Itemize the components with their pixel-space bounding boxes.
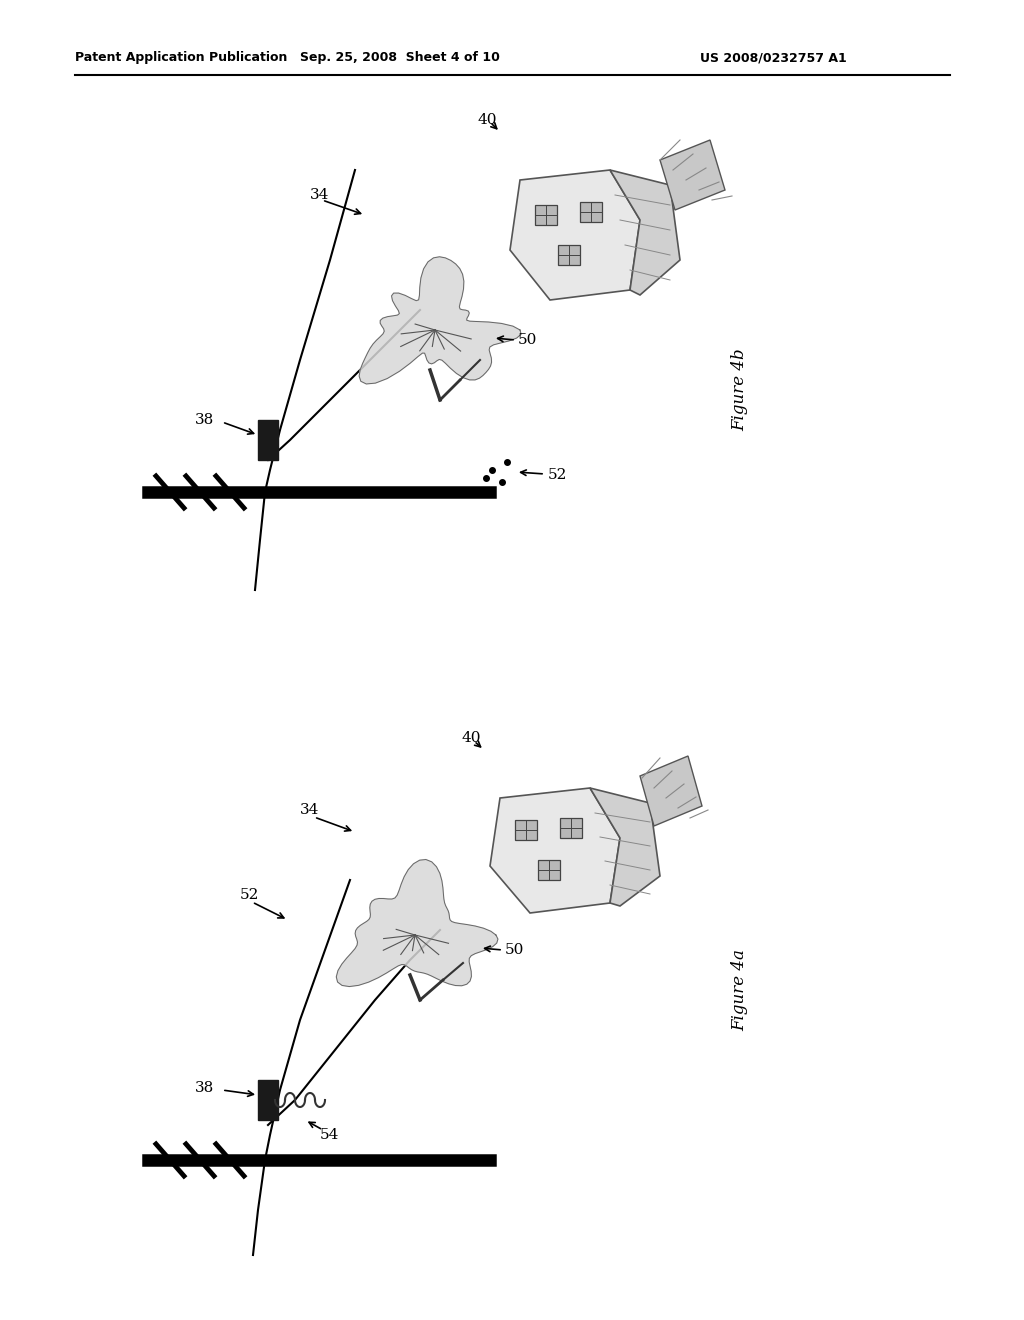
Polygon shape	[510, 170, 640, 300]
Text: 34: 34	[310, 187, 330, 202]
Bar	[535, 205, 557, 224]
Bar	[558, 246, 580, 265]
Text: 38: 38	[195, 413, 214, 426]
Polygon shape	[640, 756, 702, 826]
Text: 52: 52	[240, 888, 259, 902]
Polygon shape	[490, 788, 620, 913]
Text: Sep. 25, 2008  Sheet 4 of 10: Sep. 25, 2008 Sheet 4 of 10	[300, 51, 500, 65]
Text: 34: 34	[300, 803, 319, 817]
Text: 40: 40	[462, 731, 481, 744]
Text: Patent Application Publication: Patent Application Publication	[75, 51, 288, 65]
Text: 40: 40	[478, 114, 498, 127]
Bar	[258, 420, 278, 459]
Text: US 2008/0232757 A1: US 2008/0232757 A1	[700, 51, 847, 65]
Text: 50: 50	[518, 333, 538, 347]
Bar	[258, 1080, 278, 1119]
Polygon shape	[336, 859, 498, 986]
Polygon shape	[660, 140, 725, 210]
Bar	[515, 820, 537, 840]
Polygon shape	[590, 788, 660, 906]
Polygon shape	[610, 170, 680, 294]
Text: Figure 4b: Figure 4b	[731, 348, 749, 432]
Bar	[580, 202, 602, 222]
Polygon shape	[359, 257, 521, 384]
Bar	[538, 861, 560, 880]
Bar	[560, 818, 582, 838]
Text: 52: 52	[548, 469, 567, 482]
Text: 38: 38	[195, 1081, 214, 1096]
Text: Figure 4a: Figure 4a	[731, 949, 749, 1031]
Text: 50: 50	[505, 942, 524, 957]
Text: 54: 54	[319, 1129, 339, 1142]
